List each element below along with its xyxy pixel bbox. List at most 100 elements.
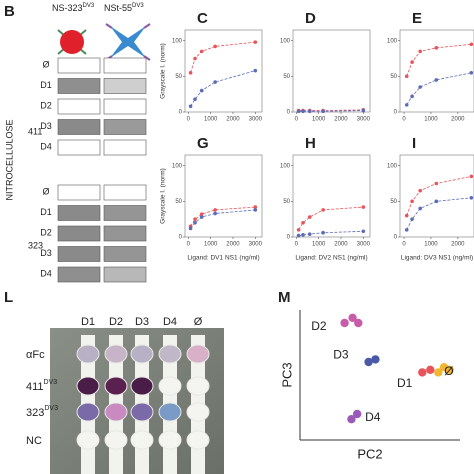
data-point	[321, 208, 325, 212]
well	[104, 402, 128, 422]
column-label: D1	[81, 316, 95, 328]
blot-cell	[103, 57, 147, 74]
fit-line	[406, 72, 472, 106]
panel-label: D	[305, 10, 316, 27]
data-point	[307, 232, 312, 236]
x-tick-label: 1000	[204, 117, 218, 123]
y-tick-label: 0	[394, 110, 398, 116]
y-tick-label: 0	[179, 110, 183, 116]
blot-cell	[103, 184, 147, 201]
data-point	[445, 365, 454, 374]
row-name: 411	[26, 381, 44, 393]
blue-star	[105, 23, 151, 61]
blot-cell	[57, 119, 101, 135]
data-point	[361, 205, 366, 209]
well	[186, 376, 210, 396]
well	[130, 344, 154, 364]
row-label: D4	[40, 268, 52, 278]
fit-line	[406, 197, 472, 231]
chart: M PC2 PC3 D2 D3 D1 Ø D4	[278, 289, 460, 461]
data-point	[361, 229, 366, 234]
x-axis-label: Ligand: DV2 NS1 (ng/ml)	[295, 255, 367, 262]
x-tick-label: 0	[402, 117, 406, 123]
data-point	[307, 109, 312, 114]
y-axis-label: PC3	[279, 362, 294, 387]
y-tick-label: 50	[390, 74, 397, 80]
cluster-label: D3	[333, 348, 349, 362]
blot-cell	[57, 205, 101, 221]
well	[158, 430, 182, 450]
row-sup: DV3	[44, 379, 58, 386]
well	[76, 430, 100, 450]
cluster-label: D4	[365, 410, 381, 424]
blot-cell	[57, 57, 101, 74]
cluster-label: D1	[397, 376, 413, 390]
data-point	[404, 103, 409, 107]
blot-cell	[57, 184, 101, 201]
blot-cell	[103, 205, 147, 221]
data-point	[253, 205, 258, 209]
panel-label: I	[412, 135, 416, 152]
well	[186, 430, 210, 450]
y-tick-label: 50	[390, 199, 397, 205]
y-tick-label: 0	[287, 235, 291, 241]
y-tick-label: 100	[172, 38, 183, 44]
blot-cell	[103, 225, 147, 242]
cluster-label: Ø	[444, 364, 453, 378]
x-axis-label: Ligand: DV1 NS1 (ng/ml)	[187, 255, 259, 262]
fit-line	[190, 209, 256, 229]
y-tick-label: 0	[179, 235, 183, 241]
x-tick-label: 3000	[249, 117, 263, 123]
data-point	[404, 228, 409, 232]
well	[186, 344, 210, 364]
y-tick-label: 100	[387, 163, 398, 169]
data-point	[188, 70, 193, 75]
column-label: D3	[135, 316, 149, 328]
blot-cell	[57, 266, 101, 283]
row-label: D4	[40, 141, 52, 151]
row-label: Ø	[42, 59, 49, 69]
data-point	[410, 60, 414, 64]
well	[76, 344, 100, 364]
column-label: D4	[163, 316, 177, 328]
y-tick-label: 0	[287, 110, 291, 116]
data-point	[193, 220, 197, 225]
data-point	[364, 357, 373, 367]
well	[186, 402, 210, 422]
y-tick-label: 100	[172, 163, 183, 169]
x-tick-label: 0	[187, 117, 191, 123]
data-point	[371, 355, 380, 364]
fit-line	[190, 41, 256, 73]
group-label: 323	[28, 240, 43, 250]
row-label: D2	[40, 100, 52, 110]
data-point	[199, 49, 204, 54]
y-tick-label: 100	[280, 38, 291, 44]
x-tick-label: 1000	[312, 242, 326, 248]
x-tick-label: 1000	[204, 242, 218, 248]
x-tick-label: 2000	[451, 117, 465, 123]
x-tick-label: 1000	[312, 117, 326, 123]
y-tick-label: 50	[283, 74, 290, 80]
data-point	[469, 70, 474, 75]
blot-cell	[57, 225, 101, 242]
data-point	[301, 233, 305, 237]
x-axis-label: PC2	[357, 446, 382, 461]
y-tick-label: 50	[283, 199, 290, 205]
data-point	[188, 226, 193, 231]
data-point	[296, 233, 301, 238]
well	[104, 376, 128, 396]
x-tick-label: 3000	[357, 117, 371, 123]
data-point	[199, 88, 204, 93]
blot-cell	[57, 139, 101, 156]
data-point	[321, 230, 325, 235]
well	[158, 402, 182, 422]
row-label: D1	[40, 207, 52, 217]
x-tick-label: 2000	[226, 117, 240, 123]
well	[130, 430, 154, 450]
data-point	[307, 215, 312, 219]
red-sphere	[57, 29, 87, 55]
y-tick-label: 100	[280, 163, 291, 169]
data-point	[469, 42, 474, 47]
